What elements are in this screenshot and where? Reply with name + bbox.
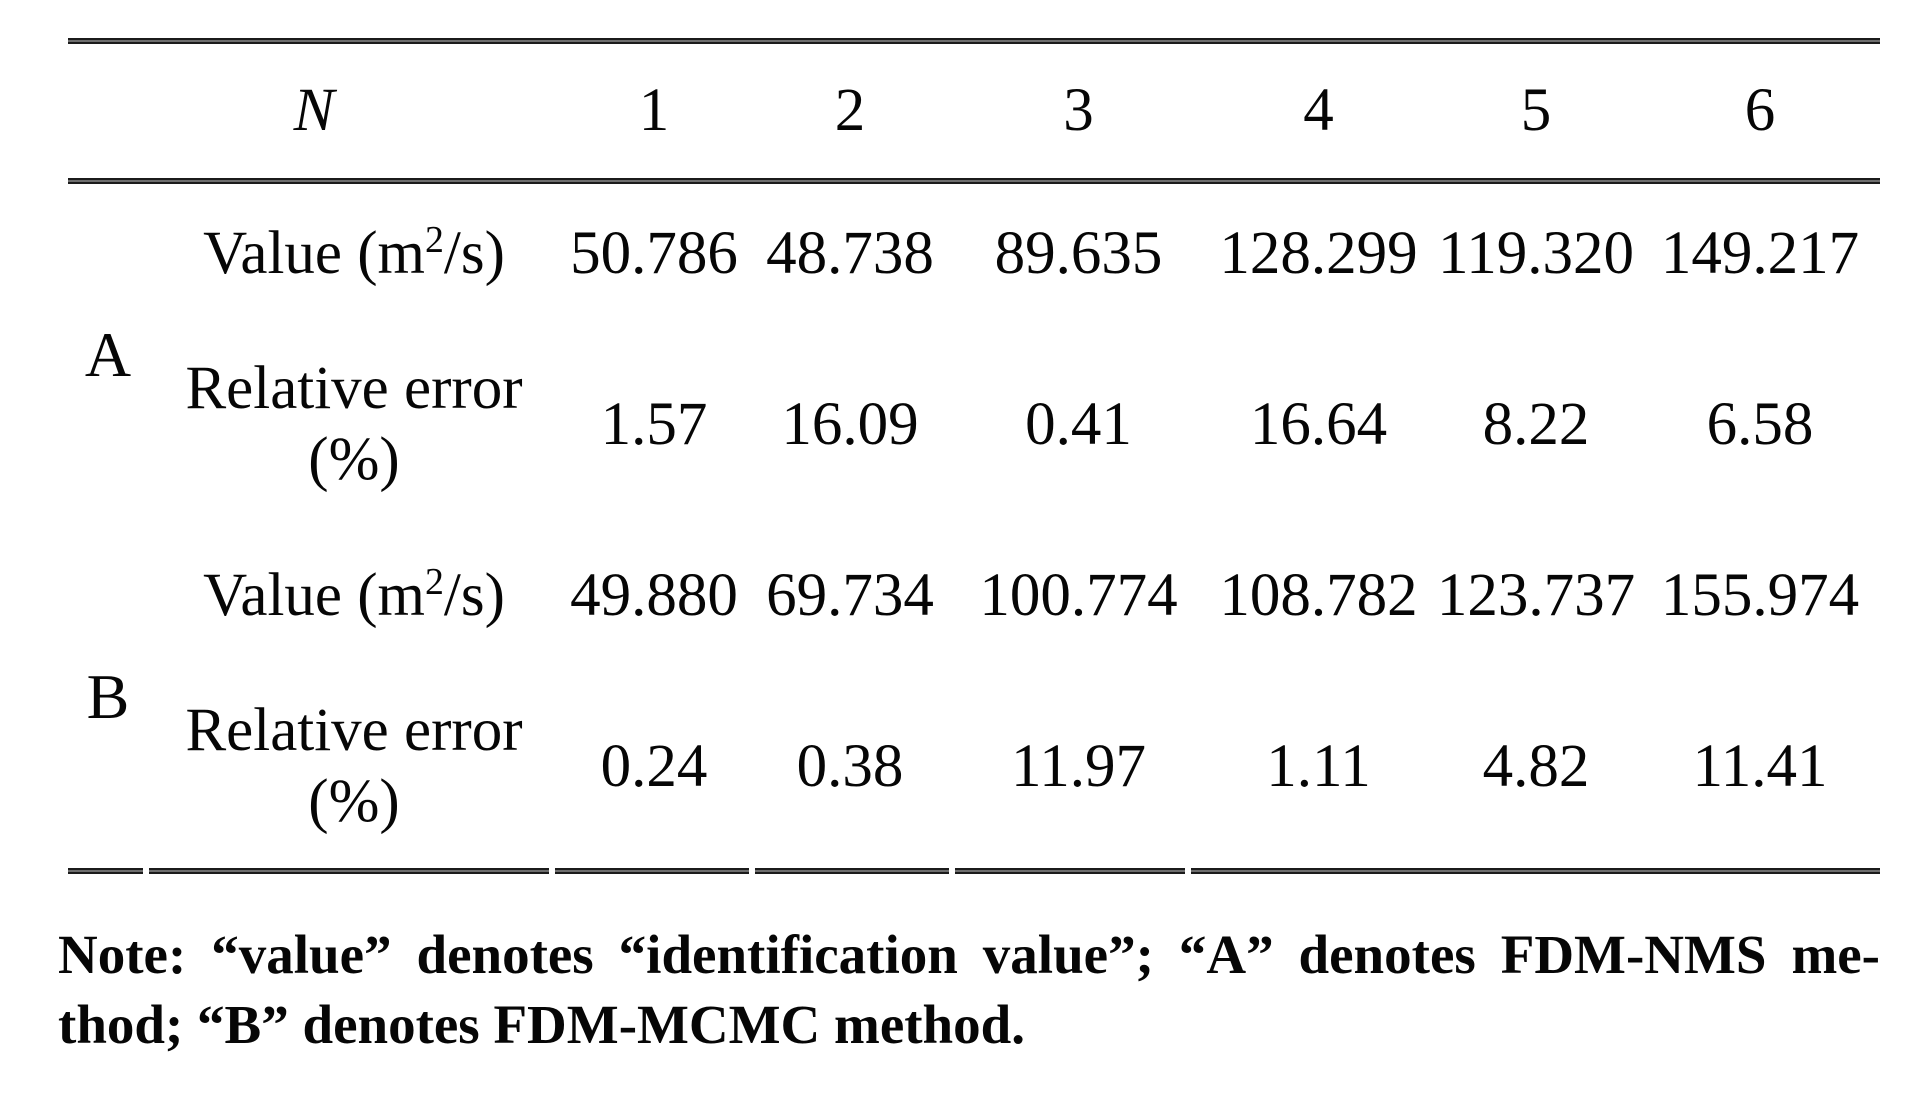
- row-label-value-a: Value (m2/s): [148, 219, 560, 287]
- table-bottom-rule-segment: [555, 868, 749, 874]
- column-header-1: 1: [638, 76, 670, 144]
- cell-b-error-2: 0.38: [796, 732, 904, 800]
- table-body: A Value (m2/s) 50.786 48.738 89.635 128.…: [68, 184, 1880, 868]
- cell-b-value-6: 155.974: [1660, 561, 1860, 629]
- section-label-a: A: [84, 319, 132, 391]
- cell-a-value-3: 89.635: [994, 219, 1163, 287]
- row-label-relative-error-a: Relative error (%): [148, 354, 560, 496]
- superscript-2: 2: [425, 561, 444, 604]
- table-note-line1: Note: “value” denotes “identification va…: [58, 924, 1880, 985]
- cell-b-value-5: 123.737: [1436, 561, 1636, 629]
- row-label-value-b: Value (m2/s): [148, 561, 560, 629]
- table-bottom-rule-segment: [68, 868, 143, 874]
- row-label-value-b-text: Value (m: [203, 561, 425, 629]
- cell-b-value-2: 69.734: [766, 561, 934, 629]
- table-header-row: N 1 2 3 4 5 6: [68, 44, 1880, 178]
- row-label-relative-error-b-line1: Relative error: [185, 697, 523, 765]
- cell-a-value-5: 119.320: [1438, 219, 1634, 287]
- table-note-line2: thod; “B” denotes FDM-MCMC method.: [58, 994, 1025, 1055]
- table-bottom-rule-segment: [955, 868, 1185, 874]
- column-header-4: 4: [1303, 76, 1334, 144]
- row-label-value-a-unit: /s): [443, 219, 505, 287]
- cell-a-value-6: 149.217: [1660, 219, 1860, 287]
- column-header-3: 3: [1063, 76, 1094, 144]
- cell-b-error-1: 0.24: [600, 732, 708, 800]
- cell-b-error-6: 11.41: [1692, 732, 1828, 800]
- column-header-6: 6: [1744, 76, 1776, 144]
- column-header-2: 2: [834, 76, 866, 144]
- cell-b-error-3: 11.97: [1011, 732, 1146, 800]
- table-top-rule: [68, 38, 1880, 44]
- cell-a-error-6: 6.58: [1706, 390, 1814, 458]
- results-table: N 1 2 3 4 5 6 A Value (m2/s) 50.786 48.7…: [68, 38, 1880, 874]
- table-bottom-rule-segment: [1191, 868, 1880, 874]
- cell-a-error-4: 16.64: [1249, 390, 1388, 458]
- row-label-relative-error-b: Relative error (%): [148, 696, 560, 838]
- cell-b-error-5: 4.82: [1482, 732, 1590, 800]
- cell-b-error-4: 1.11: [1266, 732, 1371, 800]
- column-header-5: 5: [1520, 76, 1552, 144]
- cell-a-value-1: 50.786: [570, 219, 738, 287]
- row-label-relative-error-b-line2: (%): [308, 768, 400, 835]
- cell-b-value-3: 100.774: [979, 561, 1178, 629]
- table-bottom-rule: [68, 868, 1880, 874]
- cell-a-error-2: 16.09: [781, 390, 919, 458]
- row-label-relative-error-a-line2: (%): [308, 426, 400, 493]
- table-note: Note: “value” denotes “identification va…: [58, 920, 1880, 1060]
- column-header-n: N: [293, 76, 335, 144]
- cell-b-value-4: 108.782: [1219, 561, 1418, 629]
- cell-a-value-4: 128.299: [1219, 219, 1418, 287]
- row-label-value-a-text: Value (m: [203, 219, 425, 287]
- table-mid-rule: [68, 178, 1880, 184]
- row-label-value-b-unit: /s): [443, 561, 505, 629]
- cell-a-error-5: 8.22: [1482, 390, 1590, 458]
- cell-a-error-3: 0.41: [1025, 390, 1132, 458]
- cell-b-value-1: 49.880: [570, 561, 738, 629]
- cell-a-error-1: 1.57: [600, 390, 708, 458]
- table-bottom-rule-segment: [149, 868, 549, 874]
- table-bottom-rule-segment: [755, 868, 949, 874]
- row-label-relative-error-a-line1: Relative error: [185, 355, 523, 423]
- section-label-b: B: [86, 661, 130, 733]
- superscript-2: 2: [425, 219, 444, 262]
- cell-a-value-2: 48.738: [766, 219, 934, 287]
